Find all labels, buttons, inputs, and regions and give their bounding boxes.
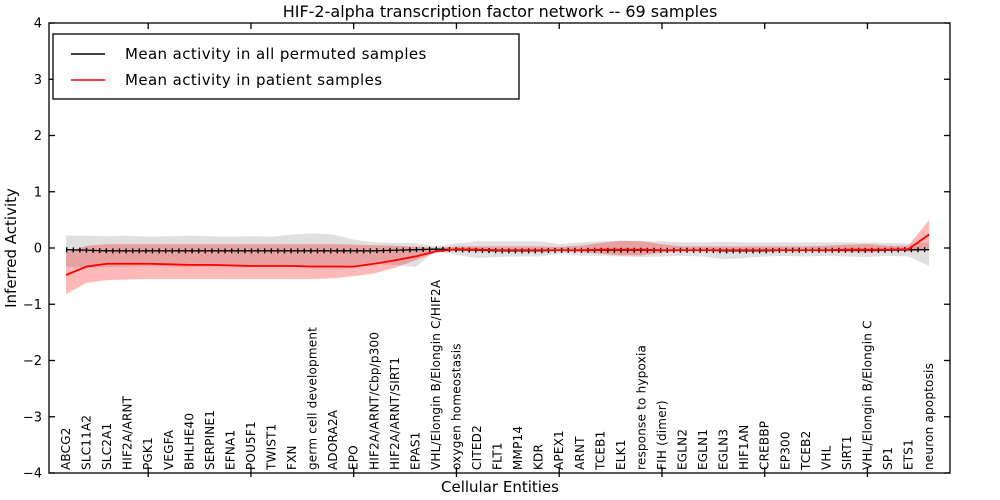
line-patient <box>65 233 930 276</box>
x-category-label: EFNA1 <box>223 430 237 470</box>
legend-label-patient: Mean activity in patient samples <box>125 71 382 89</box>
y-axis-label: Inferred Activity <box>2 188 20 308</box>
x-category-label: response to hypoxia <box>634 345 648 470</box>
x-category-label: SIRT1 <box>840 435 854 470</box>
x-category-label: SLC2A1 <box>100 423 114 470</box>
x-category-label: ARNT <box>573 436 587 470</box>
x-category-label: SERPINE1 <box>203 410 217 470</box>
x-category-label: VEGFA <box>162 429 176 470</box>
plot-area: −4 −3 −2 −1 0 1 2 3 4 ABCG2 SLC11A2 SLC2A1 HIF2A/ARN… <box>23 17 950 482</box>
x-category-label: HIF2A/ARNT/SIRT1 <box>388 357 402 470</box>
y-tick-label: 3 <box>34 73 42 88</box>
x-category-label: TCEB1 <box>593 431 607 471</box>
x-category-label: EGLN3 <box>717 429 731 470</box>
x-category-label: CREBBP <box>758 421 772 470</box>
x-category-label: PGK1 <box>141 437 155 470</box>
y-tick-label: 4 <box>34 17 42 32</box>
x-category-label: oxygen homeostasis <box>449 343 463 470</box>
y-tick-label: 0 <box>34 242 42 257</box>
x-category-label: HIF2A/ARNT/Cbp/p300 <box>367 332 381 470</box>
legend-box <box>52 33 520 100</box>
x-category-label: HIF1AN <box>737 425 751 471</box>
x-category-label: POU5F1 <box>244 421 258 470</box>
x-category-label: TCEB2 <box>799 431 813 471</box>
x-category-label: HIF2A/ARNT <box>121 395 135 470</box>
y-tick-label: 1 <box>34 185 42 200</box>
x-category-label: germ cell development <box>306 327 320 470</box>
x-category-label: ELK1 <box>614 439 628 470</box>
x-category-label: SP1 <box>881 447 895 470</box>
y-tick-label: −1 <box>23 298 42 313</box>
y-tick-label: 2 <box>34 129 42 144</box>
x-category-label: ETS1 <box>902 439 916 470</box>
y-tick-label: −2 <box>23 354 42 369</box>
x-category-label: VHL/Elongin B/Elongin C/HIF2A <box>429 279 443 470</box>
legend-label-permuted: Mean activity in all permuted samples <box>125 45 427 63</box>
y-tick-label: −3 <box>23 410 42 425</box>
legend: Mean activity in all permuted samples Me… <box>52 33 520 100</box>
plot-frame <box>48 22 951 474</box>
x-category-label: FIH (dimer) <box>655 400 669 470</box>
x-category-label: VHL/Elongin B/Elongin C <box>860 320 874 470</box>
x-category-label: ABCG2 <box>59 427 73 470</box>
x-category-label: CITED2 <box>470 425 484 470</box>
x-category-label: SLC11A2 <box>80 415 94 470</box>
x-category-label: EP300 <box>778 431 792 470</box>
x-category-label: FLT1 <box>491 442 505 470</box>
x-category-label: VHL <box>819 445 833 470</box>
x-category-label: APEX1 <box>552 430 566 470</box>
x-category-label: FXN <box>285 445 299 470</box>
x-category-label: EPO <box>347 445 361 470</box>
chart-title: HIF-2-alpha transcription factor network… <box>283 2 718 21</box>
x-axis-label: Cellular Entities <box>441 478 559 496</box>
x-category-label: TWIST1 <box>265 423 279 471</box>
x-category-label: neuron apoptosis <box>922 363 936 470</box>
x-category-label: ADORA2A <box>326 409 340 470</box>
x-category-label: EGLN2 <box>676 429 690 470</box>
y-tick-label: −4 <box>23 467 42 482</box>
x-category-label: BHLHE40 <box>182 413 196 470</box>
x-category-label: KDR <box>532 444 546 470</box>
x-category-label: EPAS1 <box>408 431 422 470</box>
band-patient <box>66 219 930 295</box>
x-category-label: MMP14 <box>511 426 525 470</box>
x-category-label: EGLN1 <box>696 429 710 470</box>
